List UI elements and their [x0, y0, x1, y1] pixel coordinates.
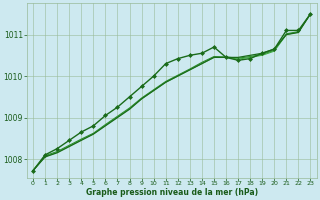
X-axis label: Graphe pression niveau de la mer (hPa): Graphe pression niveau de la mer (hPa) — [86, 188, 258, 197]
